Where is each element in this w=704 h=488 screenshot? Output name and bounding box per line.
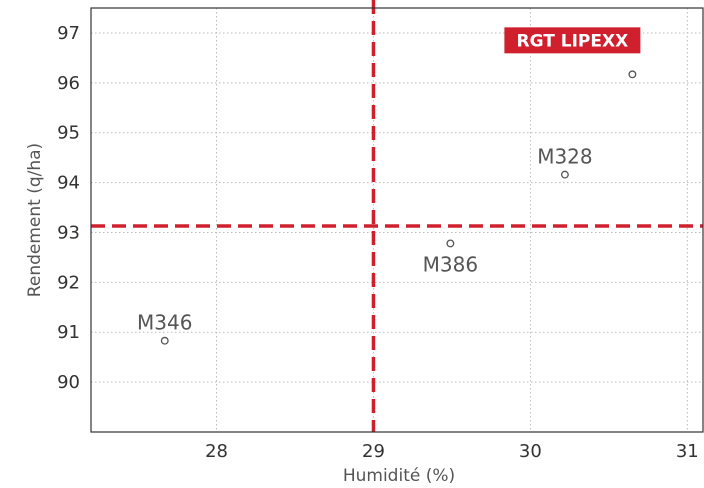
data-point <box>160 336 169 345</box>
y-tick-label: 97 <box>57 23 80 44</box>
x-axis-label: Humidité (%) <box>343 466 455 486</box>
y-tick-label: 93 <box>57 222 80 243</box>
highlight-label-badge <box>504 27 641 54</box>
x-tick-label: 29 <box>362 441 385 462</box>
tick-labels: 28 29 30 31 90 91 92 93 94 95 96 97 <box>57 23 699 462</box>
data-points: M346 M386 M328 RGT LIPEXX <box>137 27 641 345</box>
y-tick-label: 94 <box>57 173 80 194</box>
x-tick-label: 31 <box>676 441 699 462</box>
point-label: M346 <box>137 311 192 335</box>
y-tick-label: 92 <box>57 272 80 293</box>
reference-lines <box>91 0 703 432</box>
data-point <box>560 170 569 179</box>
y-tick-label: 96 <box>57 73 80 94</box>
y-tick-label: 91 <box>57 322 80 343</box>
point-label: M386 <box>423 252 478 276</box>
data-point <box>446 239 455 248</box>
y-tick-label: 90 <box>57 372 80 393</box>
data-point <box>628 70 637 79</box>
x-tick-label: 28 <box>205 441 228 462</box>
y-tick-label: 95 <box>57 123 80 144</box>
plot-frame <box>90 7 704 433</box>
point-label: M328 <box>537 145 592 169</box>
point-label: RGT LIPEXX <box>517 31 629 51</box>
x-tick-label: 30 <box>519 441 542 462</box>
y-axis-label: Rendement (q/ha) <box>25 143 45 297</box>
grid-lines <box>91 8 703 432</box>
